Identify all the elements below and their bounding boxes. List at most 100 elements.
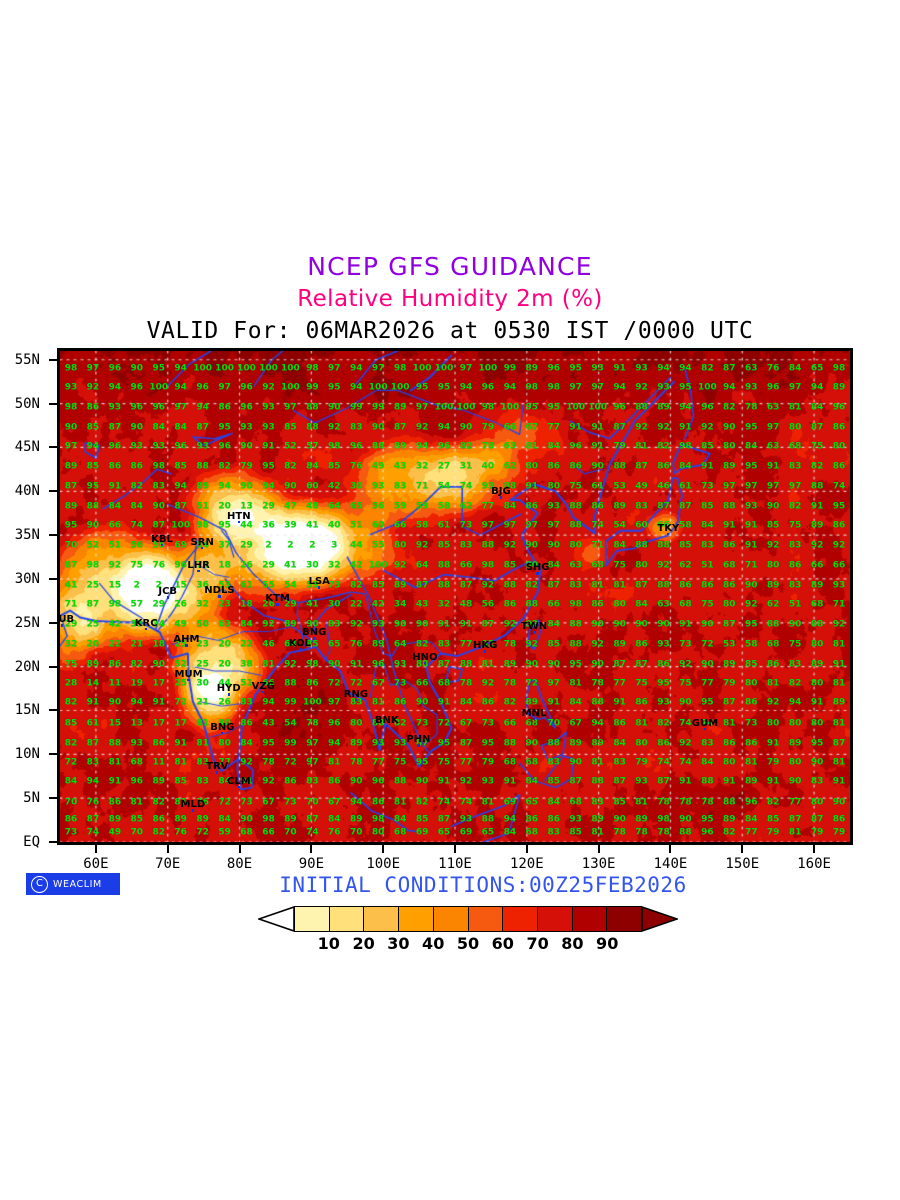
grid-value: 93	[569, 814, 582, 825]
grid-value: 98	[196, 520, 209, 531]
grid-value: 93	[657, 697, 670, 708]
grid-value: 55	[371, 540, 385, 551]
grid-value: 91	[240, 776, 253, 787]
grid-value: 81	[832, 718, 846, 729]
grid-value: 72	[64, 757, 78, 768]
grid-value: 95	[701, 697, 714, 708]
grid-value: 85	[613, 797, 626, 808]
grid-value: 84	[635, 599, 648, 610]
grid-value: 73	[284, 797, 297, 808]
grid-value: 87	[635, 659, 648, 670]
grid-value: 82	[130, 481, 144, 492]
grid-value: 93	[591, 363, 604, 374]
grid-value: 82	[130, 659, 144, 670]
grid-value: 85	[371, 580, 385, 591]
grid-value: 52	[174, 659, 187, 670]
city-label-VZG: VZG	[251, 680, 275, 692]
grid-value: 20	[218, 659, 231, 670]
grid-value: 92	[262, 382, 275, 393]
grid-value: 80	[393, 540, 407, 551]
grid-value: 81	[174, 757, 187, 768]
grid-value: 86	[635, 639, 648, 650]
grid-value: 97	[503, 520, 517, 531]
grid-value: 48	[306, 501, 319, 512]
grid-value: 70	[284, 827, 297, 838]
grid-value: 93	[481, 776, 495, 787]
grid-value: 82	[218, 461, 231, 472]
grid-value: 100	[281, 363, 300, 374]
grid-value: 41	[306, 520, 319, 531]
grid-value: 66	[108, 520, 122, 531]
grid-value: 92	[832, 540, 846, 551]
grid-value: 70	[306, 797, 319, 808]
grid-value: 90	[393, 619, 407, 630]
grid-value: 92	[766, 697, 780, 708]
grid-value: 100	[500, 402, 520, 413]
grid-value: 77	[481, 501, 495, 512]
grid-value: 68	[591, 560, 604, 571]
grid-value: 74	[701, 718, 714, 729]
grid-value: 75	[437, 757, 451, 768]
lat-tick-mark	[49, 797, 57, 800]
grid-value: 97	[328, 697, 341, 708]
grid-value: 74	[437, 797, 451, 808]
weaclim-logo-badge[interactable]: C WEACLIM	[26, 873, 120, 895]
grid-value: 67	[525, 422, 539, 433]
grid-value: 94	[349, 797, 363, 808]
grid-value: 78	[613, 827, 626, 838]
grid-value: 78	[657, 827, 670, 838]
lon-tick-110E: 110E	[438, 856, 472, 872]
grid-value: 95	[744, 422, 758, 433]
lat-tick-mark	[49, 665, 57, 668]
brand-label: WEACLIM	[53, 878, 102, 890]
grid-value: 95	[437, 738, 451, 749]
grid-value: 75	[679, 678, 692, 689]
grid-value: 62	[459, 501, 473, 512]
lat-tick-35N: 35N	[14, 527, 40, 544]
grid-value: 89	[569, 738, 582, 749]
grid-value: 86	[108, 797, 122, 808]
grid-value: 91	[459, 619, 473, 630]
grid-value: 80	[613, 599, 626, 610]
grid-value: 83	[788, 461, 802, 472]
grid-value: 77	[547, 422, 561, 433]
grid-value: 91	[679, 422, 692, 433]
grid-value: 89	[723, 814, 736, 825]
grid-value: 87	[547, 580, 561, 591]
grid-value: 91	[591, 422, 604, 433]
grid-value: 91	[701, 461, 714, 472]
city-label-KOL: KOL	[288, 637, 311, 649]
grid-value: 91	[679, 619, 692, 630]
grid-value: 3	[331, 540, 338, 551]
grid-value: 71	[591, 540, 604, 551]
grid-value: 30	[196, 678, 209, 689]
grid-value: 89	[349, 814, 363, 825]
grid-value: 90	[284, 481, 297, 492]
grid-value: 73	[679, 639, 692, 650]
grid-value: 80	[723, 441, 736, 452]
grid-value: 83	[591, 797, 604, 808]
grid-value: 84	[547, 797, 561, 808]
grid-value: 82	[657, 441, 670, 452]
grid-value: 81	[723, 718, 736, 729]
grid-value: 91	[108, 776, 122, 787]
grid-value: 63	[744, 363, 758, 374]
grid-value: 78	[481, 441, 495, 452]
grid-value: 88	[86, 501, 100, 512]
grid-value: 96	[766, 382, 780, 393]
grid-value: 95	[86, 481, 100, 492]
grid-value: 98	[547, 382, 561, 393]
grid-value: 94	[174, 382, 187, 393]
city-marker-dot	[237, 785, 241, 788]
grid-value: 68	[723, 560, 736, 571]
grid-value: 82	[415, 797, 429, 808]
grid-value: 94	[130, 697, 144, 708]
lon-tick-mark	[238, 845, 241, 853]
grid-value: 98	[569, 599, 582, 610]
grid-value: 93	[240, 422, 253, 433]
grid-value: 100	[697, 382, 717, 393]
grid-value: 73	[393, 678, 407, 689]
map-plot-area[interactable]: 98 97 96 90 95 94 100 100 100 100 100 98 97 94 97 98 100…	[57, 348, 853, 845]
lat-tick-40N: 40N	[14, 483, 40, 500]
lat-tick-20N: 20N	[14, 658, 40, 675]
